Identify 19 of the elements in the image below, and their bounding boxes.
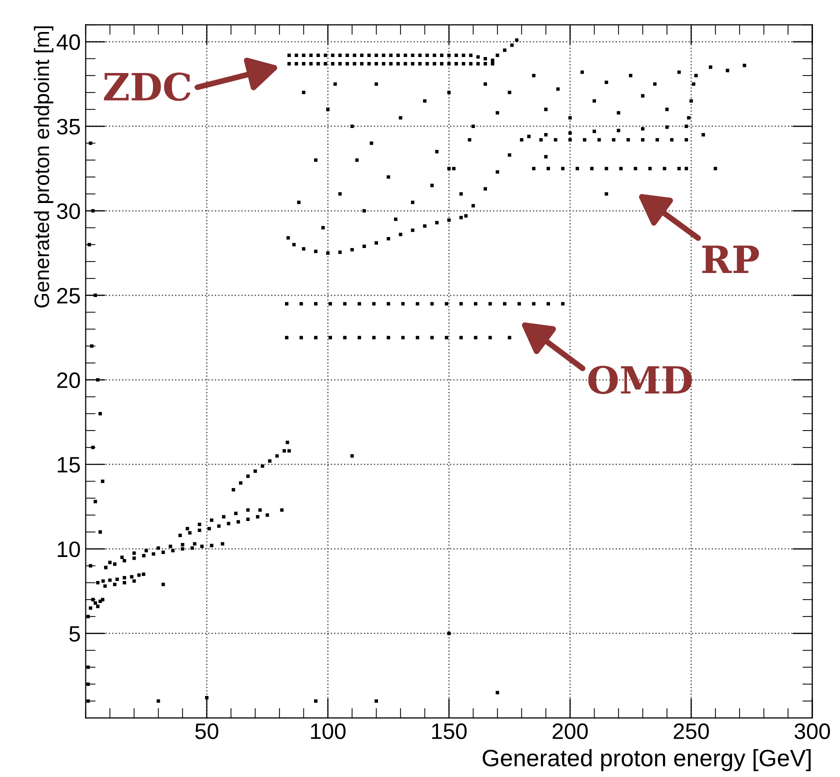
y-tick-label: 35 [56, 118, 80, 135]
x-tick-label: 200 [552, 723, 588, 740]
x-axis-title: Generated proton energy [GeV] [482, 749, 811, 772]
y-tick-label: 15 [58, 457, 80, 473]
y-tick-label: 5 [69, 626, 80, 642]
x-tick-label: 100 [311, 723, 346, 740]
y-tick-label: 25 [57, 288, 80, 304]
x-tick-label: 300 [794, 723, 830, 740]
annotation: OMD [588, 366, 692, 394]
x-tick-label: 150 [432, 723, 467, 740]
x-tick-label: 50 [195, 723, 218, 740]
annotation: RP [702, 246, 759, 273]
y-tick-label: 20 [57, 372, 80, 388]
y-axis-title: Generated proton endpoint [m] [34, 26, 54, 308]
y-tick-label: 30 [56, 203, 80, 220]
annotation: ZDC [104, 72, 190, 101]
y-tick-label: 10 [58, 541, 80, 558]
y-tick-label: 40 [56, 34, 80, 50]
x-tick-label: 250 [674, 723, 709, 740]
